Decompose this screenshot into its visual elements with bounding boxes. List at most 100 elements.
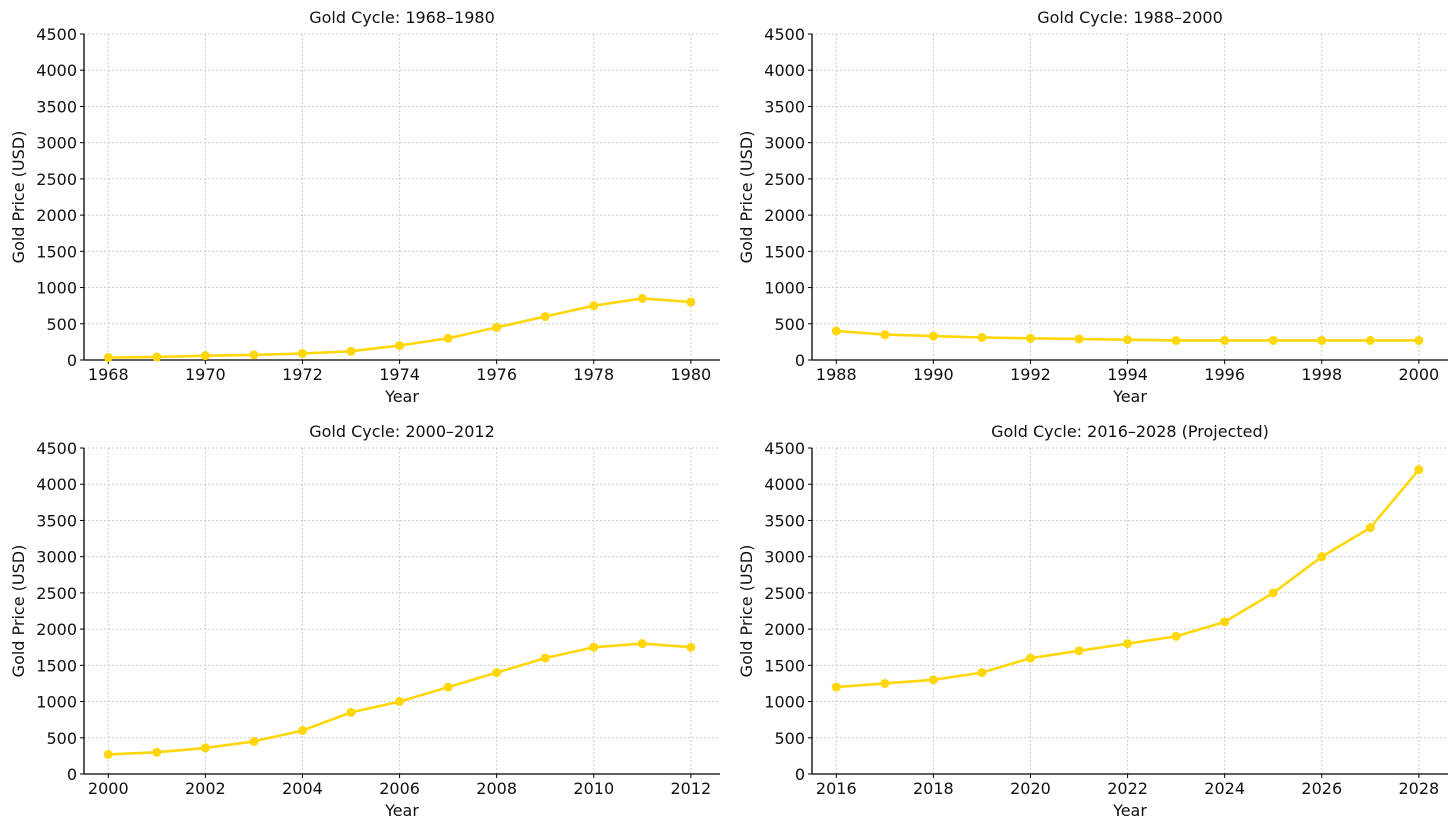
y-tick-label: 3000 [764,548,805,567]
x-axis-label: Year [1112,387,1147,406]
y-tick-label: 2500 [36,170,77,189]
x-tick-label: 1990 [913,365,954,384]
y-tick-label: 3500 [764,97,805,116]
data-point [152,352,162,362]
chart-panel-2016-2028: 0 500 1000 1500 2000 2500 3000 3500 4000 4500 2016… [728,414,1456,828]
chart-title: Gold Cycle: 1988–2000 [1037,8,1223,27]
x-tick-label: 2022 [1107,779,1148,798]
y-tick-label: 4500 [764,25,805,44]
y-tick-label: 4000 [764,61,805,80]
chart-title: Gold Cycle: 2000–2012 [309,422,495,441]
y-tick-label: 500 [46,729,77,748]
x-tick-label: 1974 [379,365,420,384]
y-tick-label: 3500 [764,511,805,530]
data-point [880,330,890,340]
x-axis-label: Year [384,387,419,406]
x-tick-label: 2026 [1301,779,1342,798]
chart-title: Gold Cycle: 1968–1980 [309,8,495,27]
data-point [249,350,259,360]
y-tick-label: 2500 [764,584,805,603]
data-point [540,312,550,322]
data-point [443,333,453,343]
y-tick-label: 4000 [764,475,805,494]
data-point [1025,333,1035,343]
data-point [297,726,307,736]
x-tick-label: 2012 [671,779,712,798]
x-tick-label: 2008 [476,779,517,798]
data-point [686,297,696,307]
data-point [1074,334,1084,344]
x-tick-label: 2010 [573,779,614,798]
data-point [492,322,502,332]
data-point [1268,335,1278,345]
y-tick-label: 1000 [36,693,77,712]
data-point [1414,335,1424,345]
x-tick-label: 2000 [1399,365,1440,384]
y-axis-label: Gold Price (USD) [9,131,28,264]
y-tick-label: 1500 [764,242,805,261]
y-tick-label: 1000 [764,279,805,298]
y-tick-label: 2000 [36,206,77,225]
data-point [346,346,356,356]
data-point [1317,552,1327,562]
x-tick-label: 1996 [1204,365,1245,384]
data-point [831,326,841,336]
data-point [928,331,938,341]
data-point [443,682,453,692]
data-point [880,678,890,688]
chart-panel-1988-2000: 0 500 1000 1500 2000 2500 3000 3500 4000 4500 1988… [728,0,1456,414]
x-axis-label: Year [384,801,419,820]
chart-svg: 0 500 1000 1500 2000 2500 3000 3500 4000 4500 1968… [9,8,720,406]
x-axis-label: Year [1112,801,1147,820]
x-tick-label: 2016 [816,779,857,798]
data-point [395,697,405,707]
data-point [686,642,696,652]
data-point [200,351,210,361]
x-tick-label: 2018 [913,779,954,798]
data-point [928,675,938,685]
x-tick-label: 1998 [1301,365,1342,384]
data-point [1365,335,1375,345]
x-tick-label: 2000 [88,779,129,798]
y-tick-label: 3000 [36,548,77,567]
data-point [1317,335,1327,345]
x-tick-label: 2006 [379,779,420,798]
x-tick-label: 1978 [573,365,614,384]
data-point [1123,639,1133,649]
grid [812,33,1448,360]
y-tick-label: 4500 [764,439,805,458]
grid [812,447,1448,774]
y-tick-label: 4500 [36,25,77,44]
x-tick-label: 2004 [282,779,323,798]
data-point [977,668,987,678]
data-point [297,348,307,358]
y-tick-label: 500 [46,315,77,334]
chart-svg: 0 500 1000 1500 2000 2500 3000 3500 4000 4500 2016… [737,422,1448,820]
chart-title: Gold Cycle: 2016–2028 (Projected) [991,422,1269,441]
data-point [1074,646,1084,656]
data-point [1171,335,1181,345]
y-tick-label: 4500 [36,439,77,458]
data-point [395,341,405,351]
data-point [249,736,259,746]
grid [84,447,720,774]
data-point [1220,335,1230,345]
y-tick-label: 2000 [764,620,805,639]
data-point [200,743,210,753]
chart-panel-1968-1980: 0 500 1000 1500 2000 2500 3000 3500 4000 4500 1968… [0,0,728,414]
data-point [589,301,599,311]
grid [84,33,720,360]
data-point [492,668,502,678]
data-point [1123,335,1133,345]
chart-svg: 0 500 1000 1500 2000 2500 3000 3500 4000 4500 1988… [737,8,1448,406]
y-tick-label: 1000 [36,279,77,298]
data-point [1220,617,1230,627]
x-tick-label: 2002 [185,779,226,798]
data-point [346,707,356,717]
y-tick-label: 3500 [36,511,77,530]
x-tick-label: 1976 [476,365,517,384]
x-tick-label: 1992 [1010,365,1051,384]
data-point [103,749,113,759]
data-point [977,333,987,343]
x-tick-label: 1988 [816,365,857,384]
